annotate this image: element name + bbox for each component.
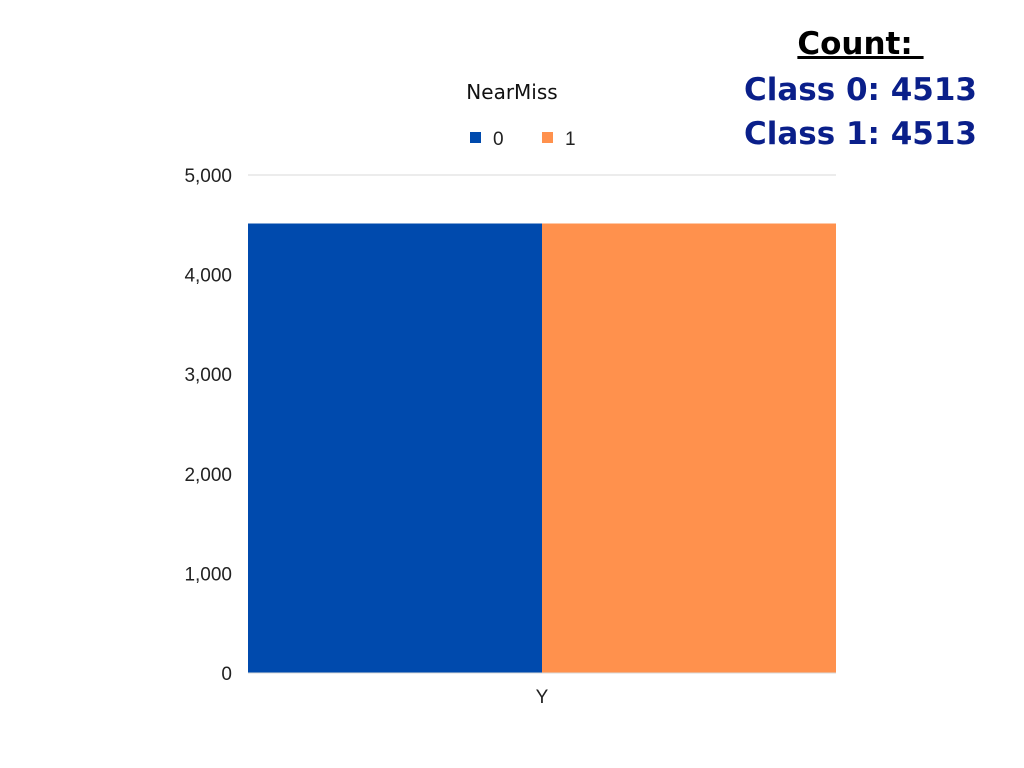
x-axis: Y xyxy=(248,672,836,708)
chart-title: NearMiss xyxy=(466,80,557,104)
count-annotation: Count: Class 0: 4513 Class 1: 4513 xyxy=(744,22,977,156)
bar-series-0 xyxy=(248,223,542,674)
y-tick-label: 4,000 xyxy=(184,266,232,287)
y-tick-label: 0 xyxy=(221,664,232,685)
y-tick-label: 2,000 xyxy=(184,465,232,486)
y-axis: 0 1,000 2,000 3,000 4,000 5,000 xyxy=(184,166,232,685)
count-title: Count: xyxy=(797,26,924,62)
legend-label-0: 0 xyxy=(493,129,504,150)
x-tick-label: Y xyxy=(536,687,549,708)
count-class-1: Class 1: 4513 xyxy=(743,116,977,152)
legend-swatch-1 xyxy=(542,132,553,143)
legend-label-1: 1 xyxy=(565,129,576,150)
legend-swatch-0 xyxy=(470,132,481,143)
y-tick-label: 3,000 xyxy=(184,365,232,386)
y-tick-label: 1,000 xyxy=(184,564,232,585)
bars xyxy=(248,223,836,674)
bar-series-1 xyxy=(542,223,836,674)
y-tick-label: 5,000 xyxy=(184,166,232,187)
count-class-0: Class 0: 4513 xyxy=(743,72,977,108)
